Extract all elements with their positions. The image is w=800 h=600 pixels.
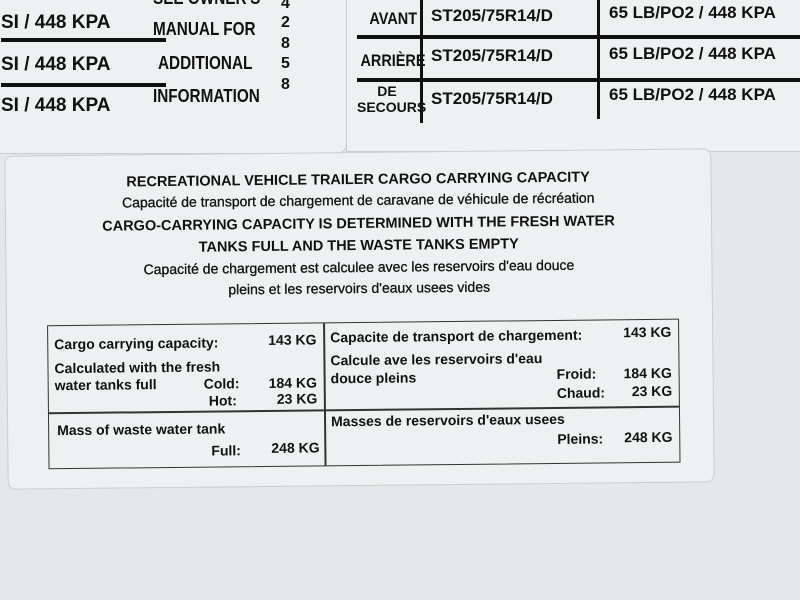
digit: 8	[281, 35, 290, 52]
divider	[357, 78, 800, 82]
tire-size: ST205/75R14/D	[431, 46, 553, 65]
cargo-capacity-label: RECREATIONAL VEHICLE TRAILER CARGO CARRY…	[4, 148, 715, 490]
fresh-label-en-2: water tanks full	[54, 376, 157, 394]
hot-label-fr: Chaud:	[556, 384, 606, 401]
waste-label-fr: Masses de reservoirs d'eaux usees	[330, 410, 565, 430]
tire-position: ARRIÈRE	[360, 51, 426, 70]
note-fr-1: Capacité de chargement est calculee avec…	[143, 256, 575, 278]
hot-value-en: 23 KG	[276, 390, 318, 407]
note-en-2: TANKS FULL AND THE WASTE TANKS EMPTY	[198, 236, 519, 256]
full-value-fr: 248 KG	[624, 428, 673, 446]
full-value-en: 248 KG	[271, 439, 320, 456]
digit: 5	[281, 55, 290, 72]
tire-table-sticker: AVANT ARRIÈRE DE SECOURS ST205/75R14/D S…	[346, 0, 800, 152]
tire-size: ST205/75R14/D	[431, 6, 553, 25]
fresh-label-fr-2: douce pleins	[330, 369, 417, 387]
tire-pressure: 65 LB/PO2 / 448 KPA	[609, 44, 776, 63]
tire-position: DE SECOURS	[357, 83, 427, 115]
divider	[597, 0, 600, 119]
fresh-label-en: Calculated with the fresh	[54, 358, 221, 377]
capacity-table: Cargo carrying capacity: 143 KG Calculat…	[47, 318, 681, 470]
waste-label-en: Mass of waste water tank	[57, 420, 226, 439]
pressure-text: SI / 448 KPA	[1, 12, 111, 33]
divider	[357, 35, 800, 39]
tire-pressure: 65 LB/PO2 / 448 KPA	[609, 3, 776, 22]
fresh-label-fr: Calcule ave les reservoirs d'eau	[330, 350, 543, 369]
pressure-text: SI / 448 KPA	[1, 95, 111, 116]
cold-value-en: 184 KG	[268, 374, 317, 391]
title-en: RECREATIONAL VEHICLE TRAILER CARGO CARRY…	[126, 169, 590, 191]
divider	[420, 0, 423, 123]
tire-position: AVANT	[369, 9, 417, 28]
digit: 4	[281, 0, 290, 12]
tire-pressure-sticker-left: SI / 448 KPA SI / 448 KPA SI / 448 KPA S…	[0, 0, 347, 154]
note-en-1: CARGO-CARRYING CAPACITY IS DETERMINED WI…	[102, 213, 615, 235]
capacity-value-fr: 143 KG	[623, 323, 672, 341]
digit: 2	[281, 14, 290, 31]
note-line: SEE OWNER'S	[153, 0, 273, 9]
title-fr: Capacité de transport de chargement de c…	[121, 189, 595, 211]
pressure-text: SI / 448 KPA	[1, 54, 111, 75]
tire-size: ST205/75R14/D	[431, 89, 553, 108]
digit: 8	[281, 76, 290, 93]
tire-pressure: 65 LB/PO2 / 448 KPA	[609, 85, 776, 104]
divider	[1, 38, 166, 42]
hot-value-fr: 23 KG	[631, 382, 673, 400]
full-label-fr: Pleins:	[557, 430, 604, 447]
divider	[1, 83, 166, 87]
capacity-value-en: 143 KG	[268, 331, 317, 348]
cold-label-en: Cold:	[203, 375, 240, 392]
note-line: INFORMATION	[153, 86, 260, 106]
note-fr-2: pleins et les reservoirs d'eaux usees vi…	[228, 278, 491, 298]
cold-value-fr: 184 KG	[623, 364, 672, 382]
note-line: MANUAL FOR	[153, 19, 256, 39]
capacity-label-fr: Capacite de transport de chargement:	[330, 326, 583, 346]
cold-label-fr: Froid:	[556, 365, 597, 382]
full-label-en: Full:	[211, 442, 241, 459]
capacity-label-en: Cargo carrying capacity:	[54, 334, 219, 353]
hot-label-en: Hot:	[208, 392, 237, 409]
note-line: ADDITIONAL	[157, 53, 252, 73]
divider	[323, 323, 327, 466]
